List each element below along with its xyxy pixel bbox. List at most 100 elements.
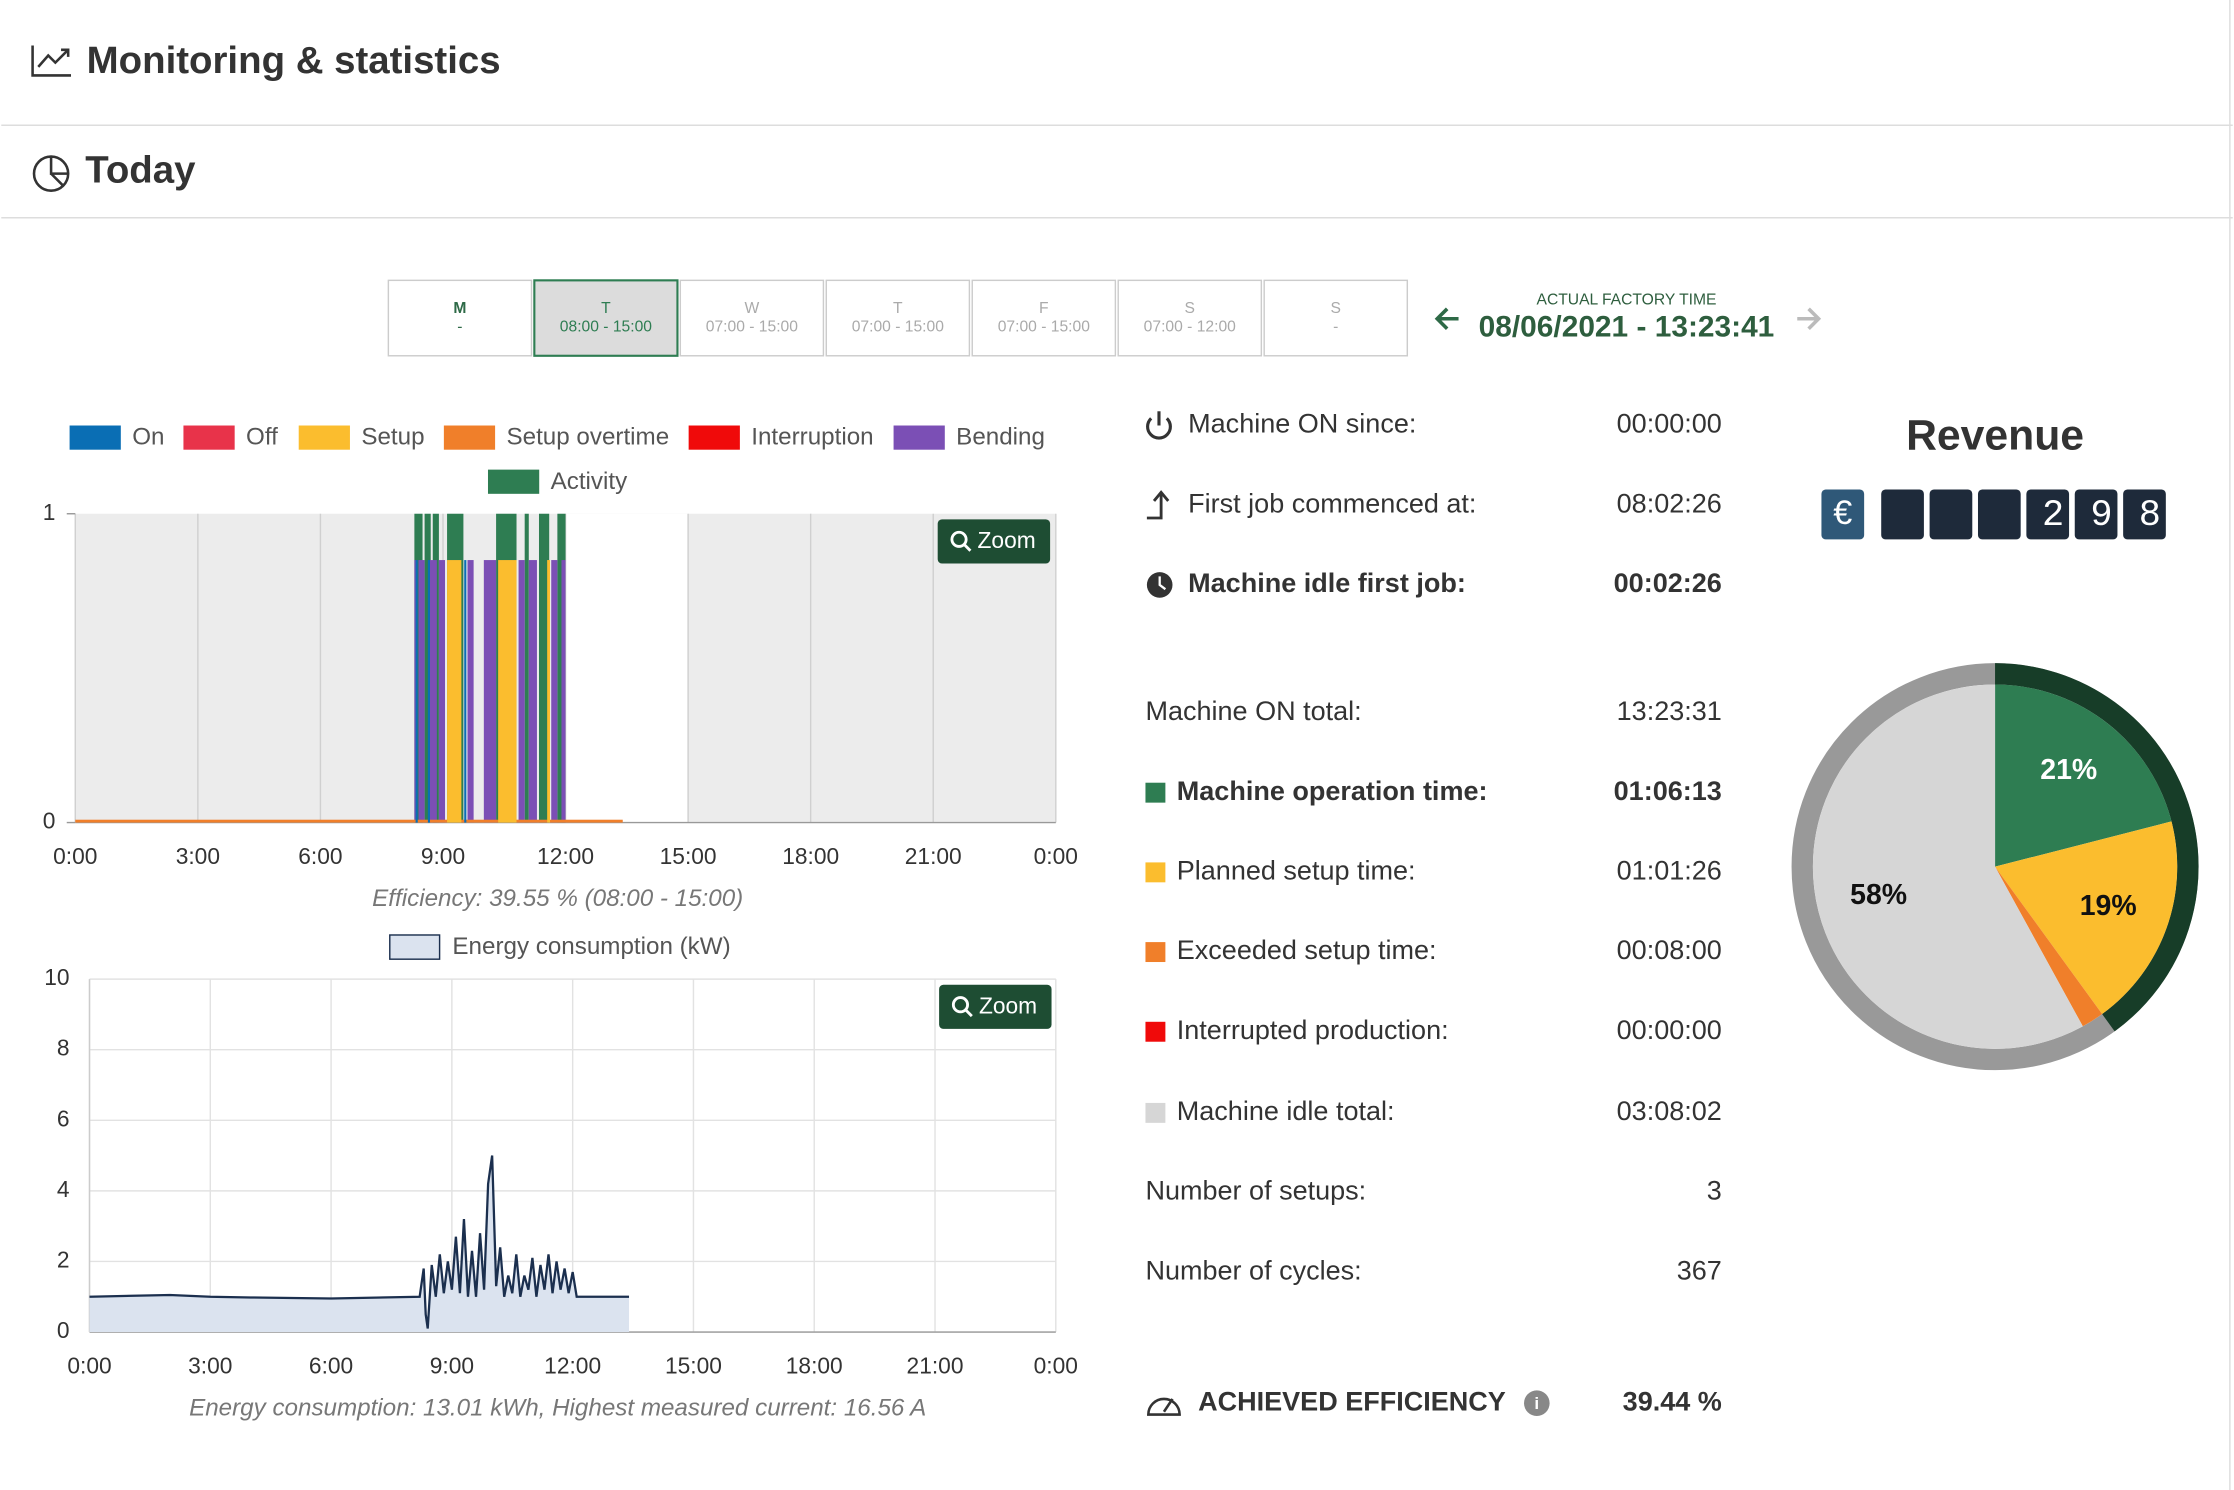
state-bar bbox=[418, 560, 425, 823]
info-glyph: i bbox=[1534, 1394, 1539, 1413]
legend-label: Activity bbox=[551, 468, 629, 495]
legend-label: Bending bbox=[956, 424, 1045, 451]
digit-box bbox=[1881, 489, 1924, 540]
x-tick-label: 21:00 bbox=[907, 1353, 964, 1379]
state-bar bbox=[561, 560, 566, 823]
zoom-icon bbox=[950, 530, 968, 548]
state-bar bbox=[427, 560, 430, 823]
zoom-icon bbox=[965, 1009, 973, 1018]
zoom-icon bbox=[963, 544, 972, 552]
gauge-icon bbox=[1147, 1397, 1181, 1416]
legend-label: Energy consumption (kW) bbox=[452, 933, 730, 960]
status-swatch bbox=[1145, 1021, 1166, 1042]
day-letter: T bbox=[893, 300, 903, 317]
state-bar bbox=[415, 560, 418, 823]
factory-time-label: ACTUAL FACTORY TIME bbox=[1537, 291, 1717, 308]
day-hours: 08:00 - 15:00 bbox=[560, 318, 652, 335]
digit-box bbox=[2026, 489, 2070, 540]
legend-swatch bbox=[893, 425, 945, 450]
arrow-icon bbox=[1146, 490, 1170, 520]
day-tab[interactable] bbox=[825, 279, 971, 357]
zoom-button[interactable] bbox=[939, 984, 1052, 1029]
pie-slice bbox=[1995, 821, 2178, 1015]
header-icon bbox=[31, 45, 72, 77]
status-swatch bbox=[1145, 1102, 1166, 1123]
state-bar bbox=[75, 819, 623, 823]
info-icon[interactable] bbox=[1524, 1390, 1550, 1416]
x-tick-label: 15:00 bbox=[660, 843, 717, 869]
y-tick-label: 0 bbox=[57, 1317, 70, 1343]
stat-label: Machine ON since: bbox=[1188, 409, 1416, 439]
section-title: Today bbox=[85, 148, 196, 191]
x-tick-label: 3:00 bbox=[176, 843, 220, 869]
factory-time: 08/06/2021 - 13:23:41 bbox=[1479, 311, 1775, 344]
day-tab[interactable] bbox=[1117, 279, 1263, 357]
prev-arrow[interactable] bbox=[1434, 307, 1459, 330]
x-tick-label: 12:00 bbox=[544, 1353, 601, 1379]
legend-swatch bbox=[69, 425, 121, 450]
day-tab[interactable] bbox=[679, 279, 825, 357]
x-tick-label: 0:00 bbox=[67, 1353, 111, 1379]
power-icon bbox=[1146, 411, 1172, 440]
stat-value: 00:00:00 bbox=[1617, 1015, 1722, 1045]
today-icon bbox=[32, 155, 70, 192]
pie-label: 19% bbox=[2080, 890, 2137, 922]
stat-value: 03:08:02 bbox=[1617, 1096, 1722, 1126]
next-arrow[interactable] bbox=[1797, 307, 1822, 330]
stat-label: Machine operation time: bbox=[1177, 776, 1488, 806]
y-tick-label: 0 bbox=[43, 808, 56, 834]
day-tab[interactable] bbox=[1263, 279, 1409, 357]
x-tick-label: 0:00 bbox=[1034, 1353, 1078, 1379]
stat-label: First job commenced at: bbox=[1188, 488, 1476, 518]
stat-value: 00:08:00 bbox=[1617, 935, 1722, 965]
zoom-label: Zoom bbox=[978, 527, 1036, 553]
day-tab[interactable] bbox=[971, 279, 1117, 357]
state-bar bbox=[498, 560, 517, 823]
zoom-button[interactable] bbox=[937, 519, 1051, 564]
stat-label: Planned setup time: bbox=[1177, 856, 1416, 886]
day-hours: 07:00 - 15:00 bbox=[998, 318, 1090, 335]
x-tick-label: 0:00 bbox=[1034, 843, 1078, 869]
day-hours: 07:00 - 12:00 bbox=[1144, 318, 1236, 335]
day-hours: 07:00 - 15:00 bbox=[706, 318, 798, 335]
revenue-value: 298 bbox=[2042, 495, 2187, 537]
x-tick-label: 12:00 bbox=[537, 843, 594, 869]
pie-slice bbox=[1995, 684, 2172, 867]
x-tick-label: 9:00 bbox=[421, 843, 465, 869]
y-tick-label: 4 bbox=[57, 1176, 70, 1202]
day-tab[interactable] bbox=[533, 279, 679, 357]
x-tick-label: 6:00 bbox=[309, 1353, 353, 1379]
pie-slice bbox=[1995, 866, 2103, 1027]
line bbox=[89, 1155, 630, 1329]
x-tick-label: 3:00 bbox=[188, 1353, 232, 1379]
legend-label: Interruption bbox=[751, 424, 873, 451]
x-tick-label: 18:00 bbox=[782, 843, 839, 869]
efficiency-label: ACHIEVED EFFICIENCY bbox=[1198, 1386, 1506, 1416]
stat-label: Exceeded setup time: bbox=[1177, 935, 1437, 965]
state-bar bbox=[551, 560, 558, 823]
legend-swatch bbox=[688, 425, 740, 450]
pie-label: 58% bbox=[1850, 879, 1907, 911]
stat-value: 367 bbox=[1677, 1255, 1722, 1285]
stat-label: Interrupted production: bbox=[1177, 1015, 1449, 1045]
state-bar bbox=[528, 560, 537, 823]
x-tick-label: 15:00 bbox=[665, 1353, 722, 1379]
status-swatch bbox=[1145, 782, 1166, 803]
stat-value: 01:01:26 bbox=[1617, 856, 1722, 886]
legend-swatch bbox=[183, 425, 235, 450]
stat-value: 3 bbox=[1707, 1176, 1722, 1206]
currency: € bbox=[1833, 494, 1852, 532]
pie-ring-progress bbox=[1995, 663, 2199, 1032]
state-bar bbox=[429, 560, 437, 823]
day-tab[interactable] bbox=[387, 279, 533, 357]
stat-value: 00:00:00 bbox=[1617, 409, 1722, 439]
stat-label: Machine idle first job: bbox=[1188, 568, 1466, 598]
stat-value: 01:06:13 bbox=[1614, 776, 1722, 806]
clock-icon bbox=[1146, 572, 1173, 598]
state-bar bbox=[547, 560, 551, 823]
stat-label: Number of setups: bbox=[1145, 1176, 1366, 1206]
x-tick-label: 21:00 bbox=[905, 843, 962, 869]
digit-box bbox=[2074, 489, 2118, 540]
status-swatch bbox=[1145, 942, 1166, 963]
